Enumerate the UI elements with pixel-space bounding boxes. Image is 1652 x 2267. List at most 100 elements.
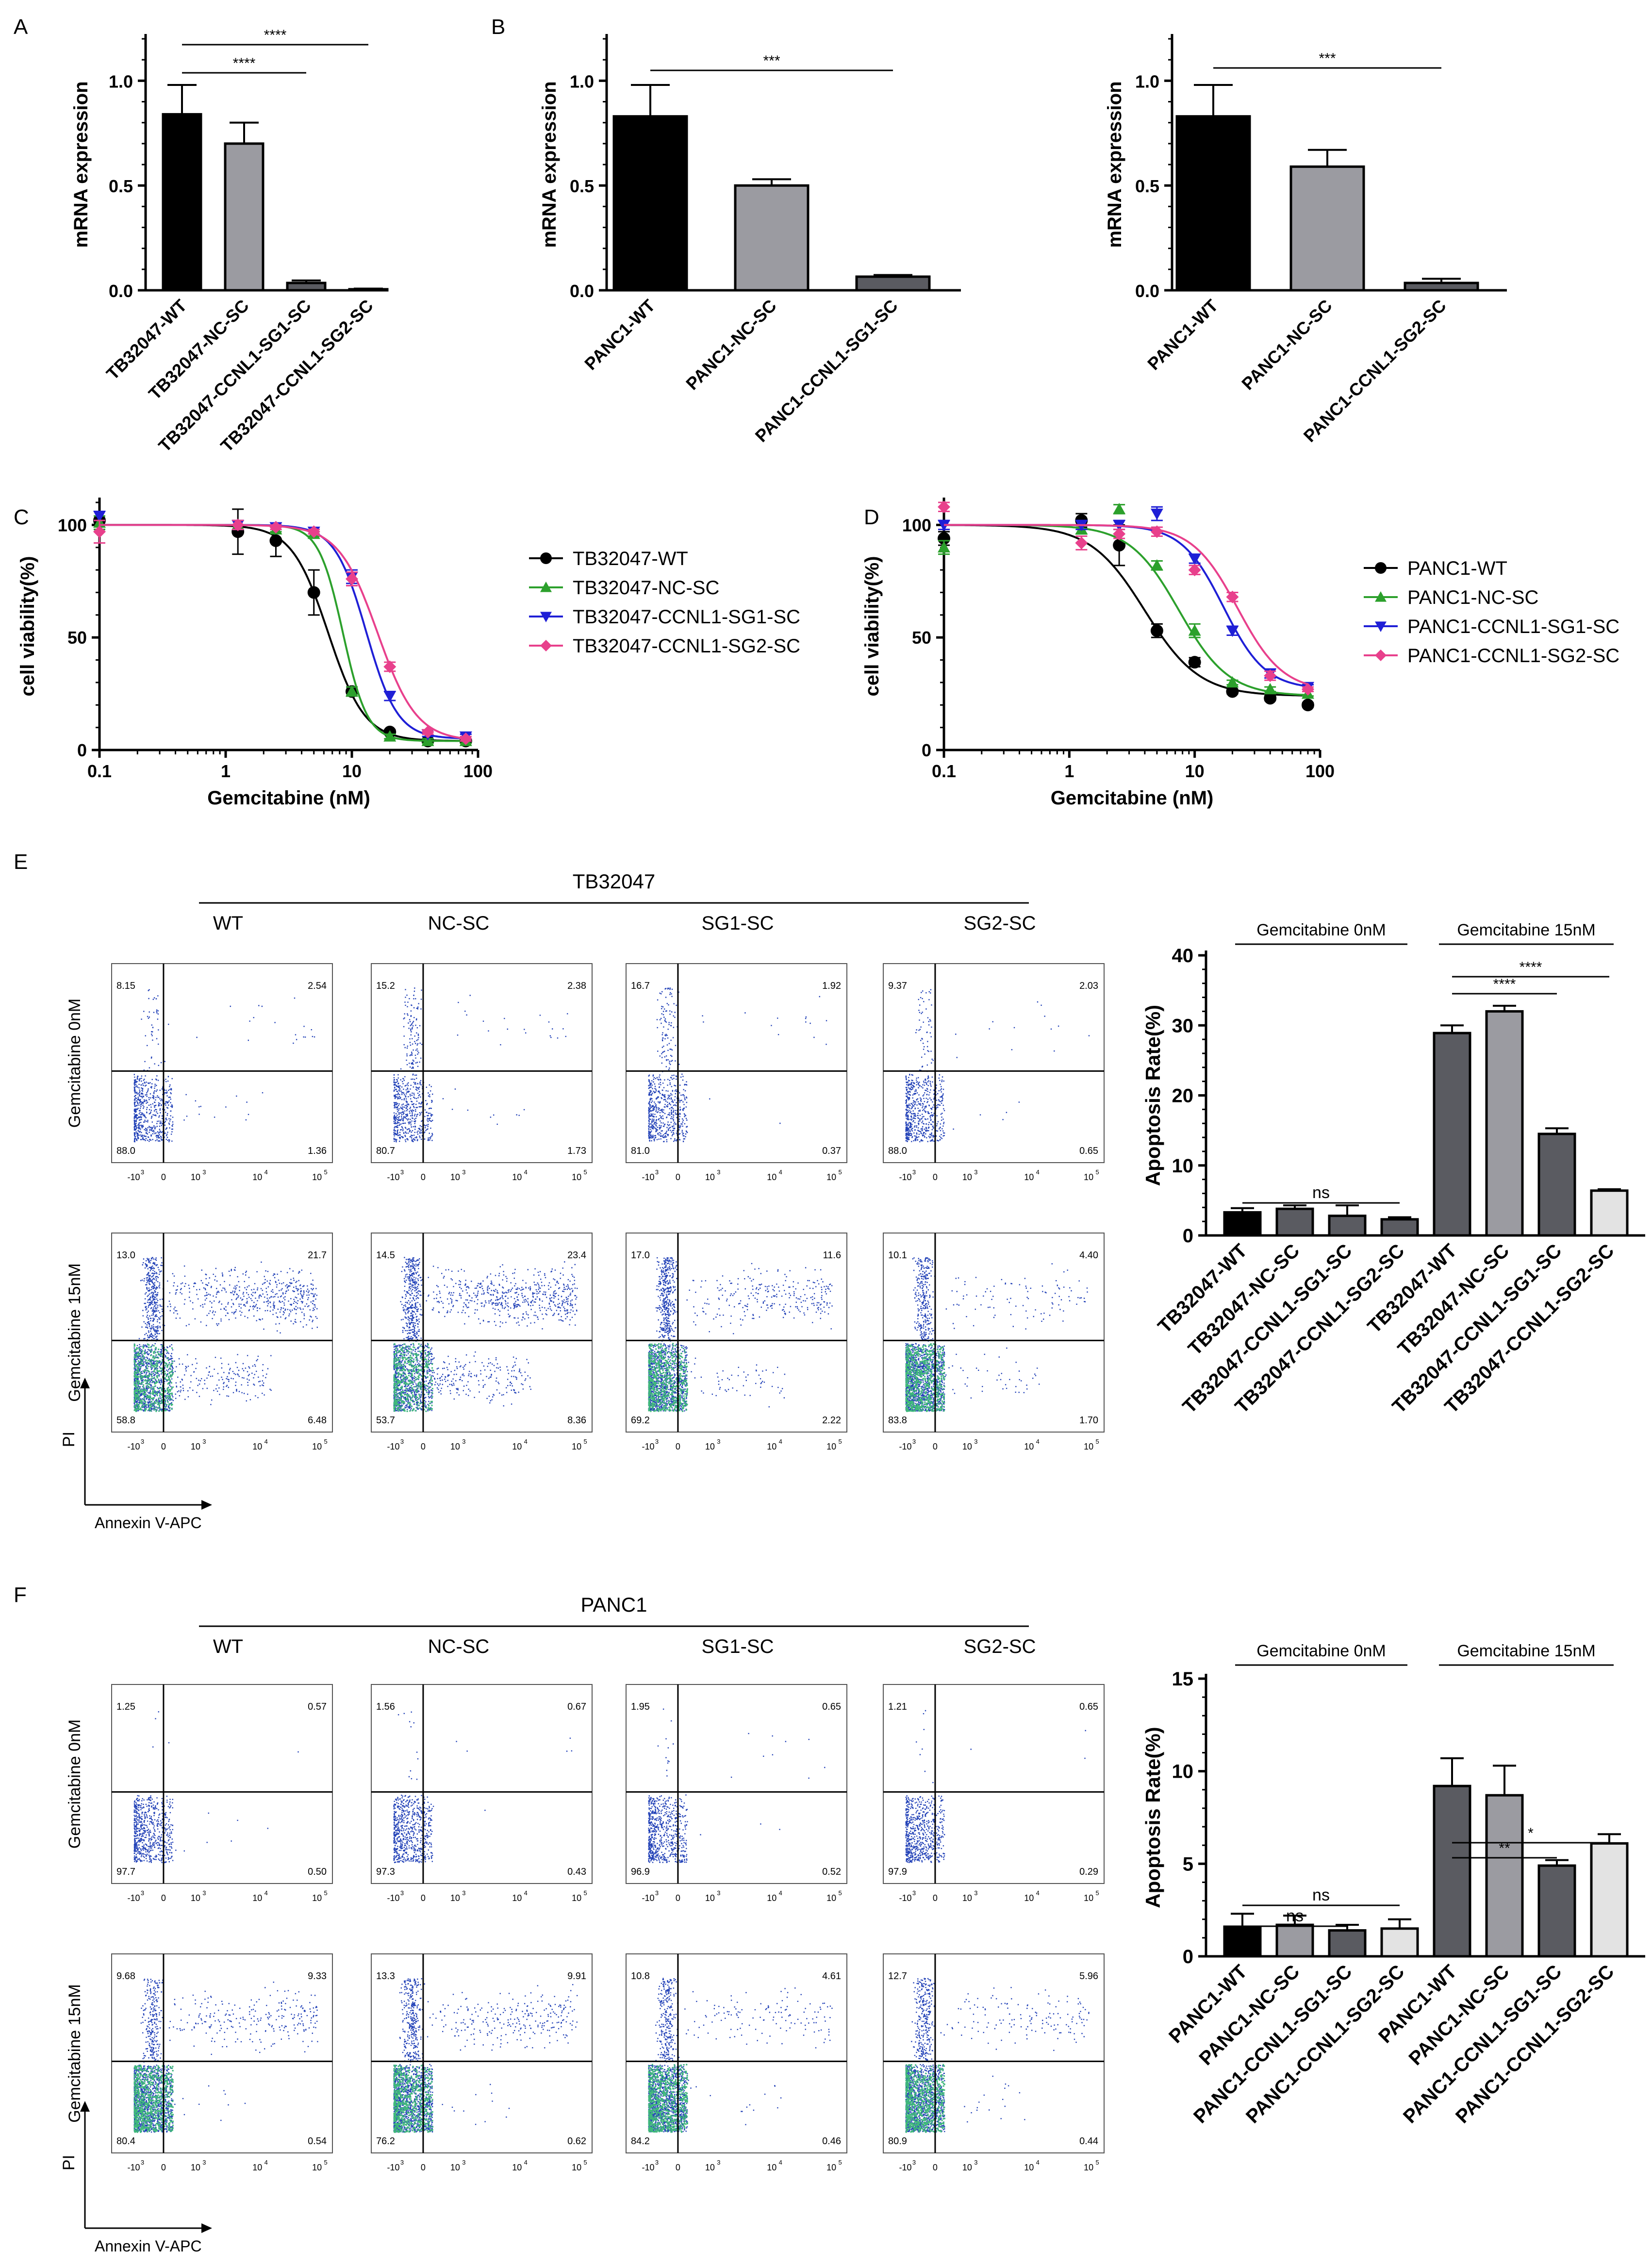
x-tick-exponent: 4 (779, 1889, 782, 1897)
quadrant-q1-value: 1.56 (376, 1701, 395, 1712)
x-tick-exponent: 3 (141, 1438, 144, 1445)
x-tick-label: 10 (962, 2163, 972, 2172)
bar-panc1-ccnl1-sg1-sc (1537, 1864, 1576, 1958)
quadrant-q1-value: 10.1 (888, 1250, 907, 1261)
quadrant-q2-value: 0.57 (308, 1701, 327, 1712)
y-tick-label: 0.0 (1135, 281, 1159, 301)
x-tick-exponent: 5 (1096, 2159, 1099, 2166)
x-tick-exponent: 5 (324, 1889, 328, 1897)
data-point (1301, 699, 1314, 712)
quadrant-q2-value: 1.92 (822, 981, 841, 991)
quadrant-q1-value: 1.25 (116, 1701, 135, 1712)
quadrant-q2-value: 9.33 (308, 1971, 327, 1982)
event-dots (133, 989, 315, 1143)
x-tick-exponent: 5 (584, 2159, 587, 2166)
data-point (346, 685, 358, 697)
y-tick-label: 0.0 (570, 281, 594, 301)
quadrant-q3-value: 0.29 (1079, 1867, 1098, 1877)
x-tick-label: 10 (191, 2163, 200, 2172)
x-tick-exponent: 3 (974, 2159, 977, 2166)
significance-label: **** (1493, 976, 1516, 992)
quadrant-q4-value: 80.9 (888, 2136, 907, 2147)
quadrant-q1-value: 9.68 (116, 1971, 135, 1982)
y-tick-label: 50 (67, 628, 87, 648)
data-point (307, 586, 320, 599)
flow-grid-f-flow: PANC1 WT NC-SC SG1-SC SG2-SC Gemcitabine 0nM G… (60, 1593, 1105, 2255)
x-tick-exponent: 4 (1036, 1889, 1040, 1897)
x-tick-label: 1 (221, 761, 231, 781)
significance-label: ns (1286, 1907, 1304, 1925)
panel-label-C: C (14, 505, 29, 529)
x-tick-exponent: 5 (584, 1889, 587, 1897)
x-tick-exponent: 5 (839, 1889, 842, 1897)
x-tick-label: 100 (463, 761, 493, 781)
quadrant-q3-value: 1.73 (567, 1146, 586, 1156)
y-tick-label: 0 (922, 740, 931, 760)
x-tick-label: 10 (767, 1893, 776, 1903)
x-tick-label: 0 (421, 1442, 426, 1451)
fit-curve (99, 524, 466, 740)
x-tick-label: 10 (1084, 1172, 1093, 1182)
quadrant-q4-value: 97.7 (116, 1867, 135, 1877)
x-tick-exponent: 3 (655, 1168, 659, 1176)
data-point (383, 730, 396, 742)
x-tick-label: 10 (450, 1442, 460, 1451)
series-tb32047-wt: TB32047-WT (93, 508, 688, 748)
event-dots (393, 1978, 578, 2133)
flow-plot-frame (111, 963, 333, 1163)
arrow-head (80, 1378, 90, 1388)
quadrant-q4-value: 53.7 (376, 1415, 395, 1426)
row-label: Gemcitabine 0nM (66, 999, 84, 1128)
flow-plot-frame (883, 963, 1105, 1163)
bar-chart-e-bar: 0 10 20 30 40 Apoptosis Rate(%) TB32047-WT TB32… (1141, 921, 1645, 1417)
legend-label: TB32047-WT (573, 548, 688, 569)
y-tick-label: 50 (912, 628, 931, 648)
flow-plot-frame (883, 1684, 1105, 1884)
arrow-head (80, 2101, 90, 2112)
bar-panc1-ccnl1-sg1-sc (1328, 1929, 1367, 1958)
quadrant-q4-value: 80.7 (376, 1146, 395, 1156)
x-tick-exponent: 3 (141, 2159, 144, 2166)
x-tick-label: 10 (512, 1893, 522, 1903)
quadrant-q1-value: 15.2 (376, 981, 395, 991)
quadrant-q4-value: 97.9 (888, 1867, 907, 1877)
data-point (269, 521, 282, 533)
x-tick-label: 10 (1024, 2163, 1034, 2172)
event-dots-dense (648, 2064, 688, 2133)
x-tick-exponent: 3 (655, 1438, 659, 1445)
flow-plot-frame (111, 1684, 333, 1884)
x-tick-exponent: 3 (974, 1438, 977, 1445)
panel-label-A: A (14, 15, 28, 39)
x-tick-label: 10 (1084, 2163, 1093, 2172)
category-label: PANC1-NC-SC (1238, 296, 1336, 394)
y-axis-title: mRNA expression (539, 81, 560, 248)
column-label: WT (213, 913, 243, 934)
quadrant-q3-value: 2.22 (822, 1415, 841, 1426)
dose-response-chart-c: 0 50 100 0.1 1 10 100 cell viability(%) Gemcitab… (17, 498, 800, 809)
x-tick-label: 10 (962, 1172, 972, 1182)
x-tick-label: 0 (676, 1893, 680, 1903)
quadrant-q3-value: 0.50 (308, 1867, 327, 1877)
quadrant-q3-value: 0.43 (567, 1867, 586, 1877)
y-tick-label: 0 (1183, 1946, 1193, 1967)
row-label: Gemcitabine 0nM (66, 1719, 84, 1849)
x-tick-label: 0 (933, 1893, 938, 1903)
x-tick-label: 0 (161, 1442, 166, 1451)
x-tick-label: 10 (572, 1893, 581, 1903)
legend-label: PANC1-CCNL1-SG2-SC (1407, 645, 1619, 667)
y-tick-label: 5 (1183, 1853, 1193, 1875)
panel-label-F: F (14, 1583, 27, 1607)
x-tick-label: 10 (572, 1172, 581, 1182)
significance-label: * (1528, 1825, 1534, 1841)
legend-marker (1375, 562, 1387, 574)
data-point (1075, 536, 1088, 550)
significance-label: *** (763, 53, 780, 69)
event-dots-dense (905, 2064, 945, 2133)
quadrant-q3-value: 8.36 (567, 1415, 586, 1426)
column-label: SG2-SC (964, 1636, 1036, 1657)
